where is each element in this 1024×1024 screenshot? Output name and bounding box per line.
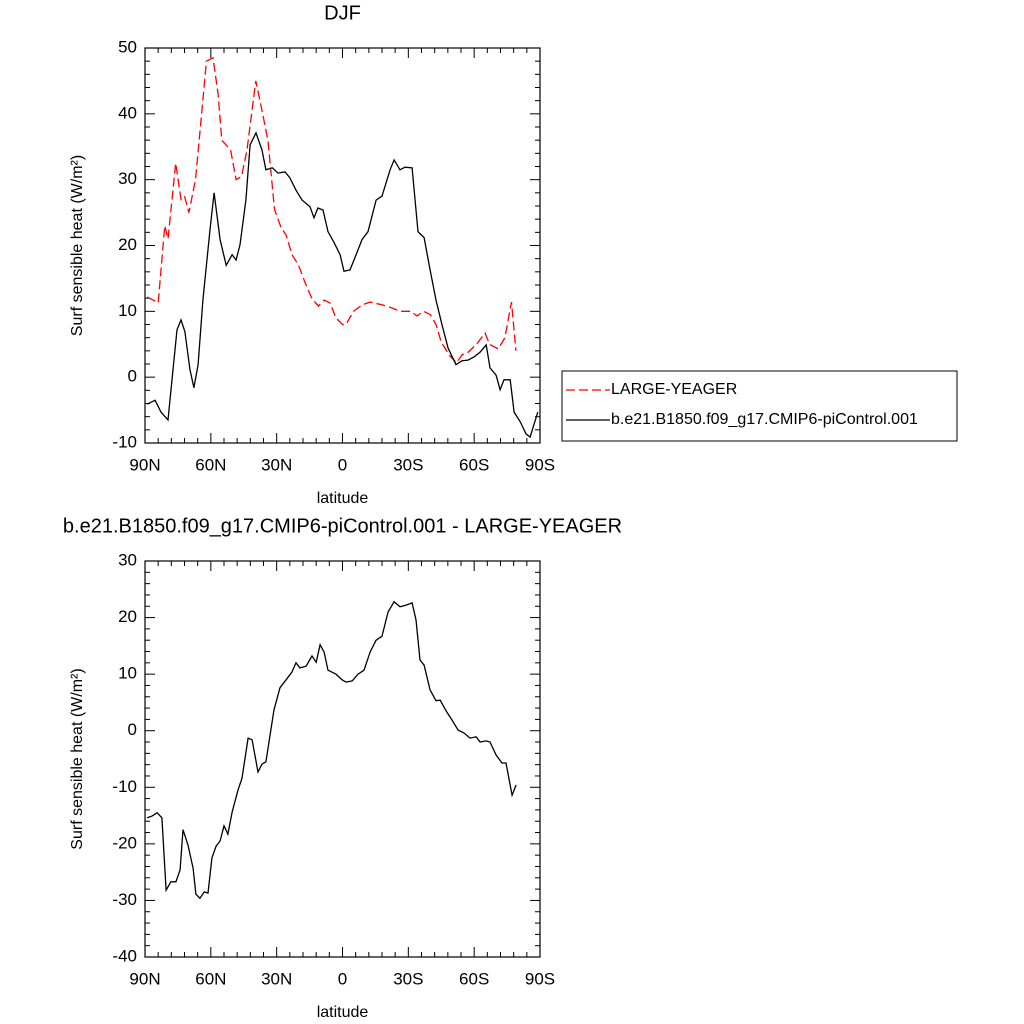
x-axis-label: latitude (317, 1004, 369, 1021)
y-axis-label: Surf sensible heat (W/m²) (69, 668, 86, 849)
series-line (146, 56, 517, 364)
x-tick-label: 30S (393, 455, 423, 474)
legend-label: LARGE-YEAGER (611, 381, 737, 398)
legend-label: b.e21.B1850.f09_g17.CMIP6-piControl.001 (611, 411, 918, 428)
y-tick-label: -10 (112, 432, 137, 451)
y-tick-label: 40 (118, 103, 137, 122)
y-tick-label: 0 (128, 720, 137, 739)
y-tick-label: 10 (118, 301, 137, 320)
x-tick-label: 90S (525, 455, 555, 474)
plot-frame (144, 47, 541, 444)
y-tick-label: 10 (118, 664, 137, 683)
x-tick-label: 90S (525, 969, 555, 988)
y-axis-label: Surf sensible heat (W/m²) (69, 155, 86, 336)
y-tick-label: 20 (118, 235, 137, 254)
plot-frame (144, 560, 541, 958)
chart-title: DJF (324, 2, 361, 24)
y-tick-label: 20 (118, 607, 137, 626)
y-tick-label: 0 (128, 367, 137, 386)
x-tick-label: 0 (338, 969, 347, 988)
x-tick-label: 30N (261, 969, 292, 988)
y-tick-label: -40 (112, 946, 137, 965)
x-tick-label: 90N (129, 969, 160, 988)
y-tick-label: -30 (112, 890, 137, 909)
chart-title: b.e21.B1850.f09_g17.CMIP6-piControl.001 … (63, 515, 622, 537)
series-line (146, 600, 517, 900)
y-tick-label: -20 (112, 833, 137, 852)
x-tick-label: 60N (195, 455, 226, 474)
x-tick-label: 60N (195, 969, 226, 988)
x-tick-label: 30S (393, 969, 423, 988)
series-line (146, 131, 539, 439)
y-tick-label: -10 (112, 777, 137, 796)
legend-box (561, 370, 958, 442)
y-tick-label: 30 (118, 169, 137, 188)
x-tick-label: 0 (338, 455, 347, 474)
x-tick-label: 60S (459, 969, 489, 988)
x-axis-label: latitude (317, 490, 369, 507)
x-tick-label: 30N (261, 455, 292, 474)
x-tick-label: 60S (459, 455, 489, 474)
y-tick-label: 30 (118, 550, 137, 569)
y-tick-label: 50 (118, 37, 137, 56)
x-tick-label: 90N (129, 455, 160, 474)
